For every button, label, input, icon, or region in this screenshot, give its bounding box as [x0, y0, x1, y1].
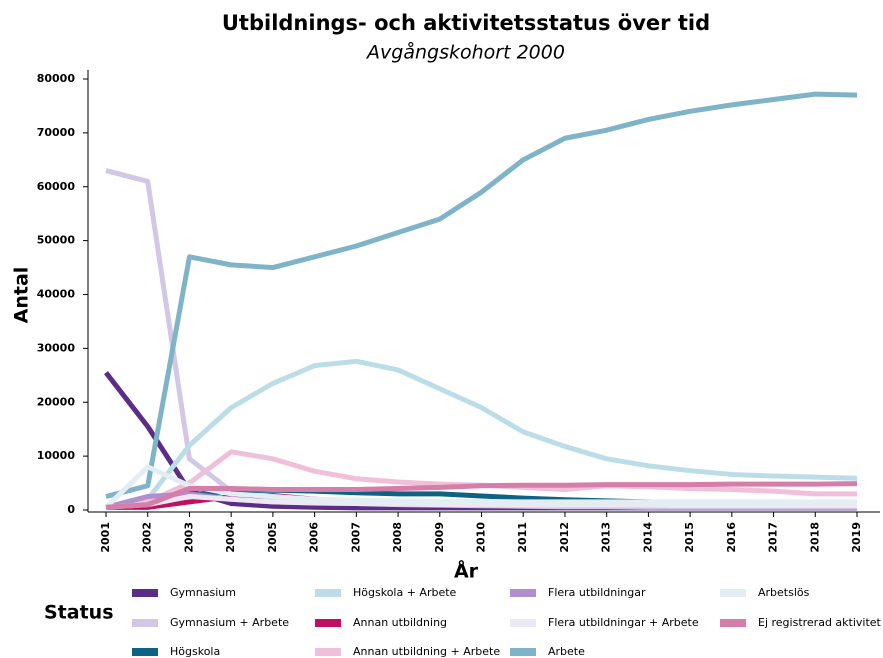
legend-label: Högskola	[170, 645, 220, 658]
legend-label: Arbete	[548, 645, 585, 658]
x-tick-label: 2012	[558, 522, 571, 553]
series-line	[105, 168, 857, 510]
x-tick-label: 2019	[850, 522, 863, 553]
chart-subtitle: Avgångskohort 2000	[365, 41, 565, 64]
legend-label: Ej registrerad aktivitet	[758, 616, 882, 629]
y-tick-label: 50000	[37, 234, 76, 247]
y-tick-label: 70000	[37, 126, 76, 139]
x-tick-label: 2004	[224, 522, 237, 553]
x-tick-label: 2009	[433, 522, 446, 553]
legend-label: Flera utbildningar + Arbete	[548, 616, 699, 629]
legend-swatch	[132, 619, 158, 627]
x-tick-label: 2017	[767, 522, 780, 553]
legend-title: Status	[44, 602, 114, 624]
x-tick-label: 2007	[349, 522, 362, 553]
legend-label: Annan utbildning	[353, 616, 447, 629]
x-tick-label: 2011	[516, 522, 529, 553]
x-tick-label: 2015	[683, 522, 696, 553]
y-tick-label: 20000	[37, 395, 76, 408]
x-tick-label: 2016	[725, 522, 738, 553]
x-tick-label: 2014	[641, 522, 654, 553]
x-tick-label: 2002	[141, 522, 154, 553]
legend-swatch	[510, 619, 536, 627]
legend-swatch	[315, 589, 341, 597]
chart-title: Utbildnings- och aktivitetsstatus över t…	[222, 11, 710, 35]
legend-swatch	[510, 648, 536, 656]
x-tick-label: 2005	[266, 522, 279, 553]
y-tick-label: 0	[67, 503, 75, 516]
legend-swatch	[315, 648, 341, 656]
y-tick-label: 40000	[37, 288, 76, 301]
x-tick-label: 2003	[182, 522, 195, 553]
legend-label: Gymnasium	[170, 586, 236, 599]
legend-label: Annan utbildning + Arbete	[353, 645, 500, 658]
x-tick-label: 2001	[99, 522, 112, 553]
y-tick-label: 60000	[37, 180, 76, 193]
x-tick-label: 2013	[600, 522, 613, 553]
x-tick-label: 2006	[308, 522, 321, 553]
series-line	[105, 358, 858, 510]
series-line	[105, 494, 857, 510]
legend-swatch	[132, 648, 158, 656]
y-axis-label: Antal	[11, 267, 33, 324]
legend-swatch	[720, 619, 746, 627]
y-tick-label: 10000	[37, 449, 76, 462]
series-line	[105, 91, 858, 499]
legend-label: Gymnasium + Arbete	[170, 616, 289, 629]
x-tick-label: 2008	[391, 522, 404, 553]
x-tick-label: 2018	[808, 522, 821, 553]
x-axis-label: År	[454, 559, 479, 583]
legend-label: Högskola + Arbete	[353, 586, 457, 599]
y-tick-label: 30000	[37, 341, 76, 354]
x-tick-label: 2010	[475, 522, 488, 553]
series-line	[105, 481, 858, 510]
legend-swatch	[132, 589, 158, 597]
legend-label: Flera utbildningar	[548, 586, 646, 599]
legend-label: Arbetslös	[758, 586, 810, 599]
legend-swatch	[315, 619, 341, 627]
series-line	[104, 464, 857, 510]
legend-swatch	[510, 589, 536, 597]
legend-swatch	[720, 589, 746, 597]
y-tick-label: 80000	[37, 72, 76, 85]
